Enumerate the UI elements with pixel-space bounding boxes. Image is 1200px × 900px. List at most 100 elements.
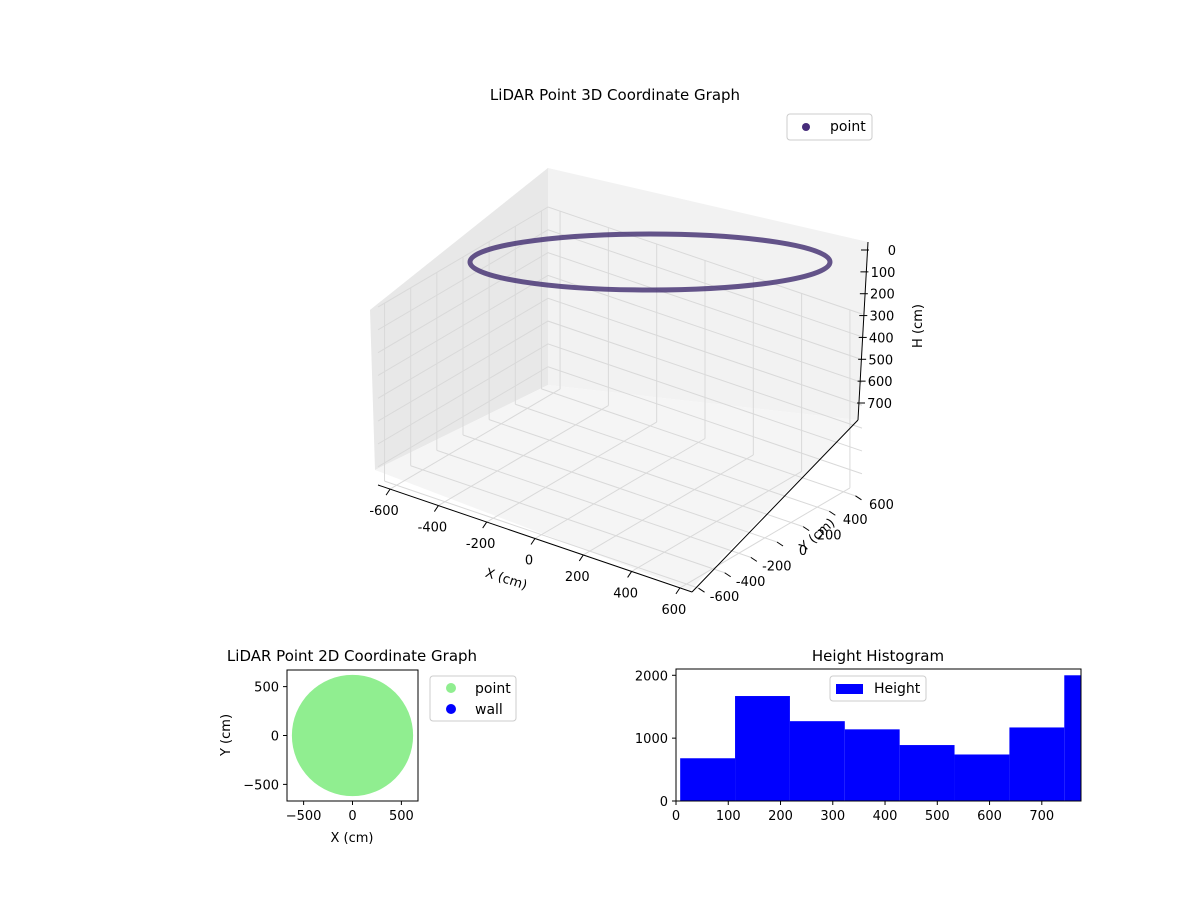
histogram-x-tick-label: 400 <box>873 809 898 824</box>
chart-2d-y-tick-label: 500 <box>254 681 279 696</box>
chart-3d-legend-label: point <box>830 119 866 135</box>
chart-3d-gridline <box>377 320 863 429</box>
chart-3d-y-tick <box>724 572 731 578</box>
chart-3d: LiDAR Point 3D Coordinate Graph -600-400… <box>369 86 926 618</box>
chart-3d-gridline <box>436 449 752 558</box>
chart-3d-x-tick-label: 200 <box>565 570 590 585</box>
histogram-legend-label: Height <box>874 681 921 697</box>
chart-3d-ticks: -600-400-2000200400600-600-400-200020040… <box>369 244 896 618</box>
chart-2d-x-tick-label: 500 <box>389 809 414 824</box>
chart-3d-zlabel: H (cm) <box>911 304 926 348</box>
chart-3d-x-tick-label: -400 <box>418 521 448 536</box>
chart-3d-title: LiDAR Point 3D Coordinate Graph <box>490 86 740 104</box>
chart-3d-x-tick-label: -200 <box>466 537 496 552</box>
chart-3d-y-tick-label: -200 <box>762 559 792 574</box>
chart-2d: LiDAR Point 2D Coordinate Graph −500 0 500… <box>219 647 517 846</box>
chart-3d-z-tick-label: 400 <box>869 331 894 346</box>
chart-3d-y-tick <box>776 541 784 547</box>
chart-3d-x-tick-label: 600 <box>662 603 687 618</box>
histogram-x-tick-label: 600 <box>977 809 1002 824</box>
histogram-frame <box>675 668 1082 802</box>
chart-2d-plot: −500 0 500 −500 0 500 <box>243 669 419 824</box>
histogram-bar <box>1009 727 1065 801</box>
histogram-x-tick-label: 300 <box>820 809 845 824</box>
chart-3d-gridline <box>410 465 725 574</box>
histogram-bar <box>954 754 1010 801</box>
chart-3d-legend: point <box>786 113 873 141</box>
chart-3d-point-cloud <box>465 229 835 540</box>
histogram-bar <box>735 696 790 801</box>
histogram-legend: Height <box>829 675 927 702</box>
chart-3d-x-tick <box>675 587 681 595</box>
chart-3d-y-tick-label: -600 <box>710 590 740 605</box>
histogram-plot: 0 100 200 300 400 500 600 700 0 1000 2000 <box>635 668 1082 824</box>
chart-3d-gridline <box>377 366 863 475</box>
chart-3d-z-tick-label: 700 <box>867 397 892 412</box>
chart-3d-z-tick-label: 100 <box>871 266 896 281</box>
chart-histogram: Height Histogram 0 100 200 300 400 500 600 7000… <box>635 647 1082 824</box>
chart-2d-y-tick-label: 0 <box>271 730 279 745</box>
chart-3d-xlabel: X (cm) <box>483 566 529 594</box>
chart-3d-x-tick <box>482 521 488 529</box>
chart-2d-x-tick-label: 0 <box>348 809 356 824</box>
histogram-title: Height Histogram <box>812 647 944 665</box>
chart-3d-y-axis-line <box>691 419 859 593</box>
chart-3d-y-tick-label: 400 <box>843 513 868 528</box>
chart-3d-y-tick-label: 200 <box>817 529 842 544</box>
chart-3d-y-tick <box>802 526 810 532</box>
chart-3d-legend-marker <box>802 123 810 131</box>
chart-3d-y-tick <box>829 510 836 516</box>
chart-3d-y-tick <box>698 587 705 593</box>
chart-2d-legend-point-label: point <box>475 681 511 697</box>
chart-3d-grid <box>377 206 863 589</box>
histogram-x-tick-label: 200 <box>768 809 793 824</box>
chart-3d-y-tick-label: -400 <box>736 575 766 590</box>
chart-3d-x-tick <box>627 571 633 578</box>
chart-3d-x-tick-label: 400 <box>613 586 638 601</box>
chart-3d-z-tick-label: 200 <box>870 288 895 303</box>
chart-2d-point-cloud <box>291 674 414 797</box>
chart-3d-x-tick <box>433 505 439 512</box>
histogram-y-tick-label: 2000 <box>635 669 668 684</box>
chart-3d-z-tick-label: 500 <box>868 353 893 368</box>
chart-2d-xlabel: X (cm) <box>331 831 374 846</box>
histogram-y-tick-label: 1000 <box>635 732 668 747</box>
chart-3d-z-tick-label: 300 <box>869 310 894 325</box>
chart-3d-gridline <box>377 297 863 406</box>
histogram-legend-box <box>829 675 927 702</box>
chart-3d-gridline <box>377 229 863 338</box>
chart-2d-ylabel: Y (cm) <box>219 714 234 757</box>
chart-3d-x-tick <box>385 488 391 496</box>
chart-2d-y-tick-label: −500 <box>243 778 279 793</box>
chart-2d-legend-wall-marker <box>446 704 456 714</box>
histogram-bar <box>844 729 900 801</box>
histogram-x-tick-label: 500 <box>925 809 950 824</box>
histogram-x-tick-label: 700 <box>1029 809 1054 824</box>
chart-2d-legend-wall-label: wall <box>475 702 503 718</box>
chart-3d-y-tick-label: 0 <box>799 544 807 559</box>
histogram-y-tick-label: 0 <box>660 795 668 810</box>
chart-3d-gridline <box>515 403 830 512</box>
chart-3d-y-tick <box>855 495 862 501</box>
chart-3d-x-tick-label: -600 <box>369 504 399 519</box>
chart-3d-x-tick <box>578 554 584 562</box>
chart-3d-x-tick <box>530 538 536 545</box>
chart-3d-legend-box <box>786 113 873 141</box>
chart-3d-point-rim <box>467 231 833 293</box>
chart-3d-gridline <box>377 252 863 361</box>
chart-3d-gridline <box>377 206 863 315</box>
histogram-x-tick-label: 100 <box>716 809 741 824</box>
chart-3d-gridline <box>377 343 863 452</box>
chart-3d-z-tick-label: 0 <box>888 244 896 259</box>
chart-2d-legend: point wall <box>429 675 517 722</box>
histogram-legend-swatch <box>836 684 863 694</box>
chart-3d-y-tick-label: 600 <box>869 498 894 513</box>
histogram-bar <box>1064 675 1081 801</box>
histogram-x-tick-label: 0 <box>672 809 680 824</box>
chart-3d-x-tick-label: 0 <box>525 554 533 569</box>
chart-3d-z-tick-label: 600 <box>868 375 893 390</box>
chart-3d-gridline <box>384 480 699 589</box>
histogram-bar <box>680 758 736 801</box>
histogram-bar <box>899 745 955 801</box>
